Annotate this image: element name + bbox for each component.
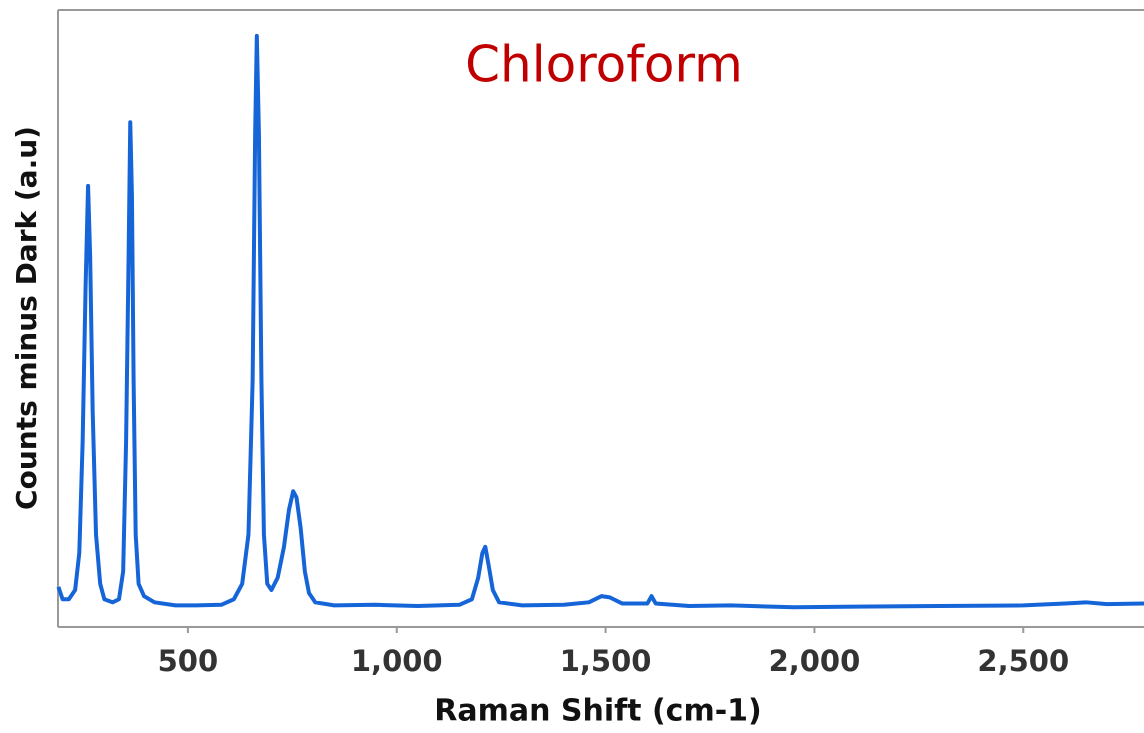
x-tick-label: 2,000 [769, 644, 861, 678]
y-axis-label: Counts minus Dark (a.u) [10, 126, 43, 510]
x-tick-label: 500 [158, 644, 219, 678]
spectrum-line [56, 33, 1144, 610]
x-axis-label: Raman Shift (cm-1) [434, 694, 762, 729]
chart-title: Chloroform [465, 36, 743, 94]
x-tick-label: 1,500 [560, 644, 652, 678]
x-tick-label: 1,000 [351, 644, 443, 678]
x-tick-label: 2,500 [977, 644, 1069, 678]
